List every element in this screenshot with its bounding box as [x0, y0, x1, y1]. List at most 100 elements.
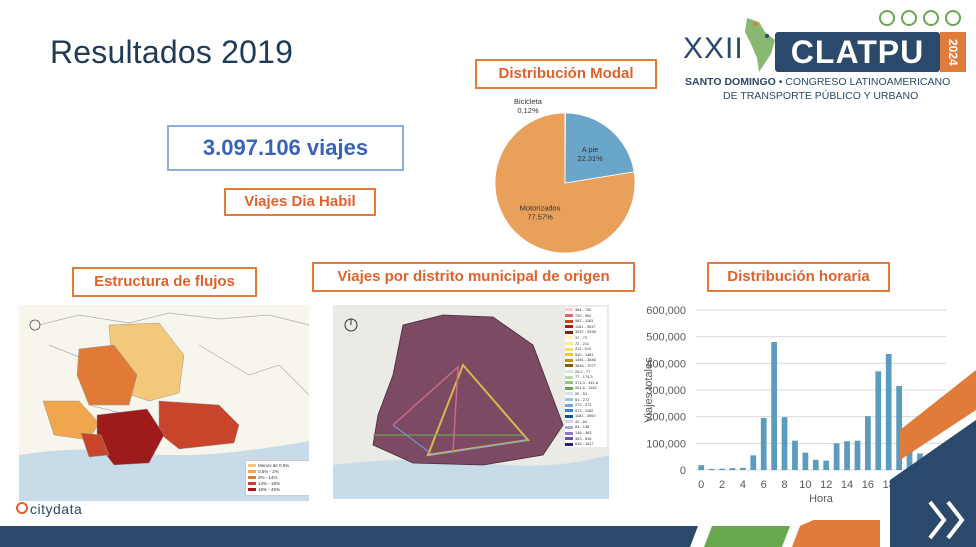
- logo-name: CLATPU: [775, 32, 940, 72]
- flows-structure-map: Menos de 0,5% 0,5% - 2% 2% - 14% 14% - 18% 1…: [19, 305, 309, 501]
- legend-swatch: [565, 308, 573, 312]
- weekday-label: Viajes Dia Habil: [224, 188, 376, 216]
- legend-item: 77 - 174,3: [565, 374, 607, 380]
- legend-label: 84 - 138: [575, 424, 590, 430]
- legend-label: 2% - 14%: [258, 475, 278, 480]
- legend-swatch: [565, 325, 573, 329]
- x-tick-label: 10: [799, 479, 811, 491]
- y-tick-label: 400,000: [646, 358, 686, 370]
- y-tick-label: 200,000: [646, 412, 686, 424]
- district-map-legend: 364 - 730 730 - 962 962 - 1181 1181 - 3037 3…: [565, 307, 607, 447]
- bar-hour-12: [823, 460, 830, 470]
- bar-hour-8: [781, 417, 788, 470]
- legend-item: 363 - 816: [565, 436, 607, 442]
- legend-item: 84 - 138: [565, 424, 607, 430]
- clatpu-logo: XXII CLATPU 2024 SANTO DOMINGO • CONGRES…: [683, 8, 973, 106]
- flows-structure-title: Estructura de flujos: [72, 267, 257, 297]
- legend-label: 42 - 84: [575, 418, 588, 424]
- legend-label: 72 - 211: [575, 340, 589, 346]
- pie-label-value: 22.31%: [577, 154, 603, 163]
- legend-swatch: [565, 397, 573, 401]
- legend-label: 1181 - 3037: [575, 323, 596, 329]
- hourly-distribution-chart: 0 100,000 200,000 300,000 400,000 500,000 600,…: [643, 305, 946, 505]
- legend-item: 20 - 51: [565, 391, 607, 397]
- flows-map-legend: Menos de 0,5% 0,5% - 2% 2% - 14% 14% - 18% 1…: [245, 460, 309, 496]
- legend-label: 51 - 272: [575, 396, 590, 402]
- pie-label-name: Motorizados: [520, 203, 561, 212]
- legend-swatch: [248, 482, 256, 486]
- legend-label: 211 - 510: [575, 346, 592, 352]
- legend-label: 24,2 - 77: [575, 368, 591, 374]
- y-axis-label: Viajes totales: [643, 357, 655, 423]
- bar-hour-5: [750, 455, 757, 470]
- bar-hour-3: [729, 468, 736, 470]
- legend-item: 816 - 1617: [565, 441, 607, 447]
- legend-item: 962 - 1181: [565, 318, 607, 324]
- slide-title: Resultados 2019: [50, 34, 294, 70]
- legend-swatch: [565, 336, 573, 340]
- x-tick-label: 4: [740, 479, 746, 491]
- train-icon: [923, 10, 939, 26]
- legend-label: 77 - 174,3: [575, 374, 593, 380]
- legend-swatch: [565, 342, 573, 346]
- legend-item: 1181 - 3037: [565, 324, 607, 330]
- pedestrian-icon: [945, 10, 961, 26]
- logo-edition: XXII: [683, 32, 744, 65]
- bar-hour-9: [792, 440, 798, 470]
- hourly-distribution-title: Distribución horaria: [707, 262, 890, 292]
- legend-swatch: [248, 470, 256, 474]
- legend-swatch: [565, 386, 573, 390]
- legend-swatch: [565, 442, 573, 446]
- legend-item: 2% - 14%: [248, 475, 309, 481]
- x-tick-label: 8: [781, 479, 787, 491]
- legend-swatch: [565, 381, 573, 385]
- footer-decoration: [0, 520, 880, 547]
- chart-bars: [698, 342, 944, 470]
- legend-label: 174,3 - 441,6: [575, 379, 598, 385]
- logo-tagline-1: SANTO DOMINGO • CONGRESO LATINOAMERICANO: [685, 76, 951, 88]
- legend-item: 272 - 572: [565, 402, 607, 408]
- x-tick-label: 12: [820, 479, 832, 491]
- pie-slices: [494, 112, 636, 254]
- legend-label: 816 - 1617: [575, 441, 594, 447]
- bike-icon: [879, 10, 895, 26]
- legend-item: 572 - 1182: [565, 408, 607, 414]
- pie-label-value: 0.12%: [517, 106, 539, 115]
- legend-label: 962 - 1181: [575, 318, 594, 324]
- legend-label: 18% - 45%: [258, 487, 281, 492]
- bar-hour-19: [896, 386, 902, 470]
- legend-swatch: [565, 414, 573, 418]
- legend-swatch: [565, 392, 573, 396]
- legend-item: 1481 - 3846: [565, 357, 607, 363]
- legend-swatch: [565, 437, 573, 441]
- citydata-logo-icon: [16, 502, 28, 514]
- legend-swatch: [565, 330, 573, 334]
- legend-item: 364 - 730: [565, 307, 607, 313]
- legend-swatch: [565, 431, 573, 435]
- legend-swatch: [248, 488, 256, 492]
- legend-label: 363 - 816: [575, 435, 592, 441]
- legend-swatch: [565, 353, 573, 357]
- x-tick-label: 0: [698, 479, 704, 491]
- latin-america-map-icon: [745, 18, 775, 72]
- legend-label: 37 - 72: [575, 334, 588, 340]
- bar-hour-6: [760, 418, 767, 470]
- district-trips-title: Viajes por distrito municipal de origen: [312, 262, 635, 292]
- legend-swatch: [565, 314, 573, 318]
- legend-item: 174,3 - 441,6: [565, 380, 607, 386]
- district-legend-list: 364 - 730 730 - 962 962 - 1181 1181 - 3037 3…: [565, 307, 607, 447]
- legend-swatch: [565, 403, 573, 407]
- legend-label: 1182 - 3000: [575, 413, 596, 419]
- legend-swatch: [248, 464, 256, 468]
- logo-tagline-2: DE TRANSPORTE PÚBLICO Y URBANO: [723, 90, 919, 102]
- legend-item: 72 - 211: [565, 341, 607, 347]
- legend-swatch: [565, 370, 573, 373]
- bus-icon: [901, 10, 917, 26]
- legend-item: 510 - 1481: [565, 352, 607, 358]
- legend-swatch: [565, 319, 573, 323]
- legend-label: 14% - 18%: [258, 481, 281, 486]
- bar-hour-15: [854, 440, 861, 470]
- legend-item: Menos de 0,5%: [248, 463, 309, 469]
